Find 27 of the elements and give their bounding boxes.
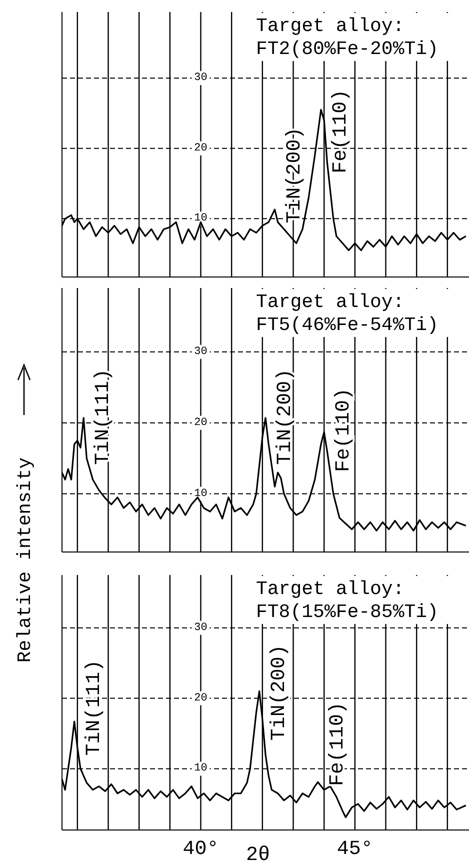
y-tick-label: 30 — [194, 72, 208, 84]
y-tick-label: 20 — [194, 142, 208, 154]
chart-title: Target alloy: — [256, 291, 404, 313]
y-tick-label: 30 — [194, 622, 208, 634]
text: FT5(46%Fe-54%Ti) — [256, 314, 438, 336]
y-tick-label: 20 — [194, 416, 208, 429]
y-tick-label: 10 — [194, 488, 208, 500]
x-tick-label: 40° — [182, 838, 219, 861]
y-axis-title: Relative intensity — [14, 457, 36, 663]
annotation: Fe(110) — [332, 388, 356, 472]
chart-title: Target alloy: — [256, 578, 404, 600]
annotation: Fe(110) — [330, 89, 352, 174]
annotation: TiN(111) — [82, 660, 106, 756]
y-tick-label: 10 — [194, 212, 208, 225]
annotation: TiN(200) — [283, 127, 306, 224]
text: FT2(80%Fe-20%Ti) — [256, 38, 438, 60]
x-tick-label: 45° — [336, 838, 373, 861]
text: FT8(15%Fe-85%Ti) — [256, 601, 438, 623]
annotation: TiN(200) — [274, 368, 297, 465]
annotation: TiN(111) — [92, 368, 116, 465]
y-tick-label: 20 — [194, 692, 208, 704]
chart-title: Target alloy: — [256, 15, 404, 37]
x-axis-title: 2θ — [246, 844, 270, 864]
y-tick-label: 10 — [194, 762, 208, 775]
y-tick-label: 30 — [194, 346, 208, 358]
annotation: Fe(110) — [326, 702, 350, 786]
annotation: TiN(200) — [268, 644, 291, 741]
